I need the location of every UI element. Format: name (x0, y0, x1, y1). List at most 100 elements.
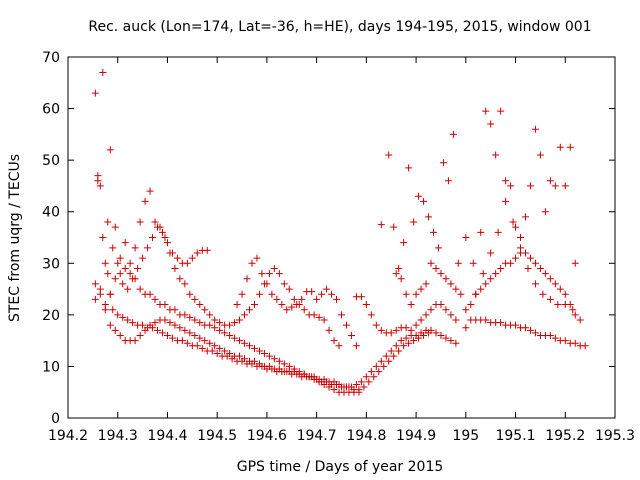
series-sat-h (377, 130, 462, 272)
series-sat-m (472, 197, 577, 314)
data-point (293, 301, 301, 309)
series-sat-i (392, 259, 465, 309)
data-point (352, 342, 360, 350)
data-point (502, 177, 510, 185)
data-point (482, 280, 490, 288)
data-points (91, 68, 589, 396)
series-sat-a (91, 89, 460, 391)
data-point (216, 319, 224, 327)
data-point (425, 329, 433, 337)
data-point (320, 380, 328, 388)
data-point (99, 234, 107, 241)
data-point (161, 234, 169, 241)
data-point (385, 357, 393, 365)
data-point (119, 313, 127, 321)
data-point (126, 259, 134, 267)
data-point (111, 326, 119, 334)
series-sat-f (233, 254, 360, 350)
data-point (377, 326, 385, 334)
data-point (206, 339, 214, 347)
data-point (305, 373, 313, 381)
data-point (497, 264, 505, 272)
data-point (521, 249, 529, 257)
data-point (576, 316, 584, 324)
data-point (188, 254, 196, 262)
data-point (442, 306, 450, 314)
data-point (395, 347, 403, 355)
data-point (141, 197, 149, 205)
data-point (236, 352, 244, 360)
data-point (241, 339, 249, 347)
y-axis-label: STEC from uqrg / TECUs (7, 154, 23, 322)
data-point (325, 326, 333, 334)
data-point (166, 319, 174, 327)
data-point (156, 223, 164, 231)
data-point (91, 295, 99, 303)
data-point (101, 301, 109, 309)
data-point (106, 290, 114, 298)
data-point (546, 177, 554, 185)
y-tick-label: 0 (51, 411, 60, 427)
data-point (479, 270, 487, 278)
data-point (161, 316, 169, 324)
data-point (395, 264, 403, 272)
data-point (238, 290, 246, 298)
y-tick-label: 10 (42, 359, 60, 375)
data-point (171, 306, 179, 314)
data-point (221, 329, 229, 337)
data-point (151, 295, 159, 303)
data-point (183, 259, 191, 267)
data-point (507, 259, 515, 267)
data-point (241, 355, 249, 363)
data-point (556, 285, 564, 293)
data-point (335, 342, 343, 350)
data-point (390, 223, 398, 231)
data-point (385, 151, 393, 159)
data-point (139, 254, 147, 262)
data-point (497, 319, 505, 327)
data-point (554, 301, 562, 309)
data-point (265, 352, 273, 360)
data-point (425, 213, 433, 221)
data-point (457, 290, 465, 298)
data-point (106, 146, 114, 154)
data-point (492, 151, 500, 159)
data-point (477, 228, 485, 236)
data-point (121, 239, 129, 247)
data-point (561, 290, 569, 298)
data-point (462, 234, 470, 241)
series-sat-k (462, 249, 584, 324)
data-point (149, 234, 157, 241)
data-point (111, 275, 119, 283)
data-point (231, 334, 239, 342)
data-point (392, 342, 400, 350)
data-point (250, 357, 258, 365)
data-point (526, 182, 534, 190)
data-point (377, 357, 385, 365)
data-point (216, 326, 224, 334)
data-point (221, 347, 229, 355)
data-point (417, 316, 425, 324)
data-point (248, 259, 256, 267)
data-point (566, 143, 574, 151)
data-point (422, 311, 430, 319)
data-point (454, 259, 462, 267)
data-point (427, 306, 435, 314)
data-point (487, 249, 495, 257)
data-point (367, 311, 375, 319)
data-point (512, 223, 520, 231)
data-point (517, 244, 525, 252)
data-point (325, 383, 333, 391)
data-point (512, 321, 520, 329)
data-point (285, 362, 293, 370)
data-point (201, 306, 209, 314)
data-point (397, 275, 405, 283)
x-tick-label: 194.7 (297, 428, 337, 444)
data-point (355, 388, 363, 396)
data-point (171, 321, 179, 329)
data-point (382, 352, 390, 360)
data-point (270, 355, 278, 363)
data-point (447, 311, 455, 319)
data-point (315, 313, 323, 321)
